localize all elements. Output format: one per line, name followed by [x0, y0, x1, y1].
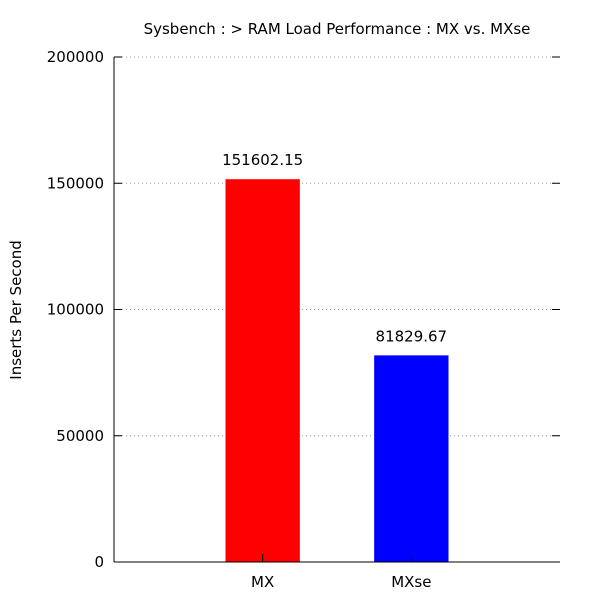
y-tick-label: 50000 — [56, 427, 104, 445]
data-label: 81829.67 — [376, 327, 448, 345]
axes — [113, 57, 560, 563]
bar-mxse — [374, 355, 449, 562]
data-label: 151602.15 — [222, 151, 303, 169]
x-axis-ticks: MX MXse — [251, 554, 431, 591]
x-tick-label: MXse — [391, 573, 431, 591]
bar-mx — [225, 179, 300, 562]
data-labels: 151602.15 81829.67 — [222, 151, 447, 345]
y-tick-label: 100000 — [47, 301, 104, 319]
y-axis-label: Inserts Per Second — [7, 240, 25, 379]
bars — [225, 179, 449, 562]
y-tick-label: 0 — [94, 553, 104, 571]
x-tick-label: MX — [251, 573, 274, 591]
y-tick-label: 200000 — [47, 48, 104, 66]
y-tick-label: 150000 — [47, 174, 104, 192]
chart-title: Sysbench : > RAM Load Performance : MX v… — [144, 20, 531, 38]
